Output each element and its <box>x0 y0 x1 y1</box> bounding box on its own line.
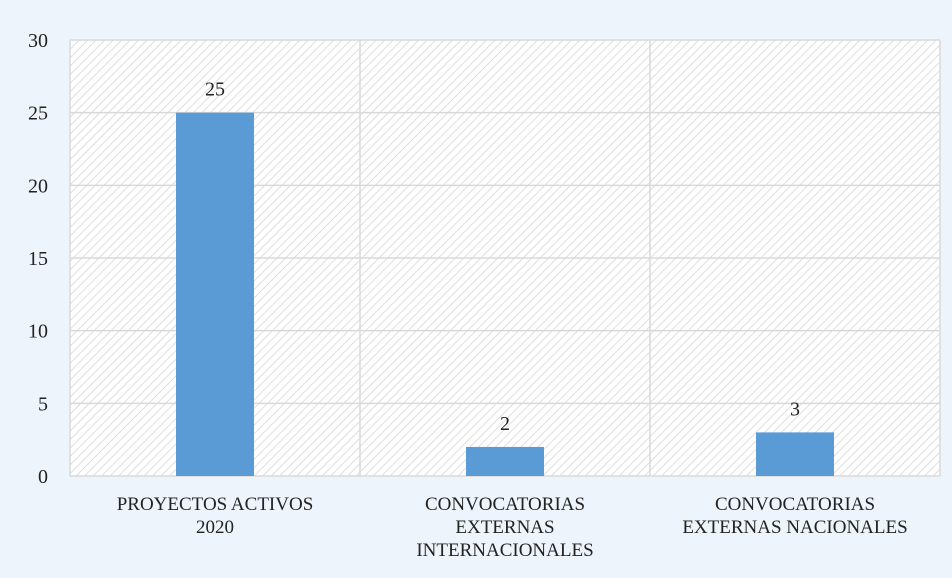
bar-1 <box>176 112 254 477</box>
category-label-3: CONVOCATORIAS EXTERNAS NACIONALES <box>682 494 907 538</box>
category-label-line: 2020 <box>196 517 234 538</box>
y-tick-label-20: 20 <box>28 175 48 197</box>
data-label-3: 3 <box>790 398 800 420</box>
category-label-line: CONVOCATORIAS <box>715 494 875 515</box>
category-label-line: EXTERNAS NACIONALES <box>682 517 907 538</box>
data-label-1: 25 <box>205 79 225 101</box>
y-tick-label-30: 30 <box>28 30 48 52</box>
bars <box>176 112 834 477</box>
data-label-2: 2 <box>500 413 510 435</box>
category-label-line: INTERNACIONALES <box>416 540 593 561</box>
y-tick-label-15: 15 <box>28 248 48 270</box>
labels: 0 5 10 15 20 25 30 25 PROYECTOS ACTIVOS 2020 2 CONV… <box>28 30 908 561</box>
y-tick-label-5: 5 <box>38 393 48 415</box>
category-label-line: EXTERNAS <box>455 517 554 538</box>
y-tick-label-0: 0 <box>38 466 48 488</box>
category-label-1: PROYECTOS ACTIVOS 2020 <box>117 494 314 538</box>
category-label-2: CONVOCATORIAS EXTERNAS INTERNACIONALES <box>416 494 593 561</box>
y-tick-label-10: 10 <box>28 321 48 343</box>
category-label-line: CONVOCATORIAS <box>425 494 585 515</box>
bar-3 <box>756 432 834 476</box>
category-label-line: PROYECTOS ACTIVOS <box>117 494 314 515</box>
y-tick-label-25: 25 <box>28 103 48 125</box>
bar-2 <box>466 446 544 476</box>
